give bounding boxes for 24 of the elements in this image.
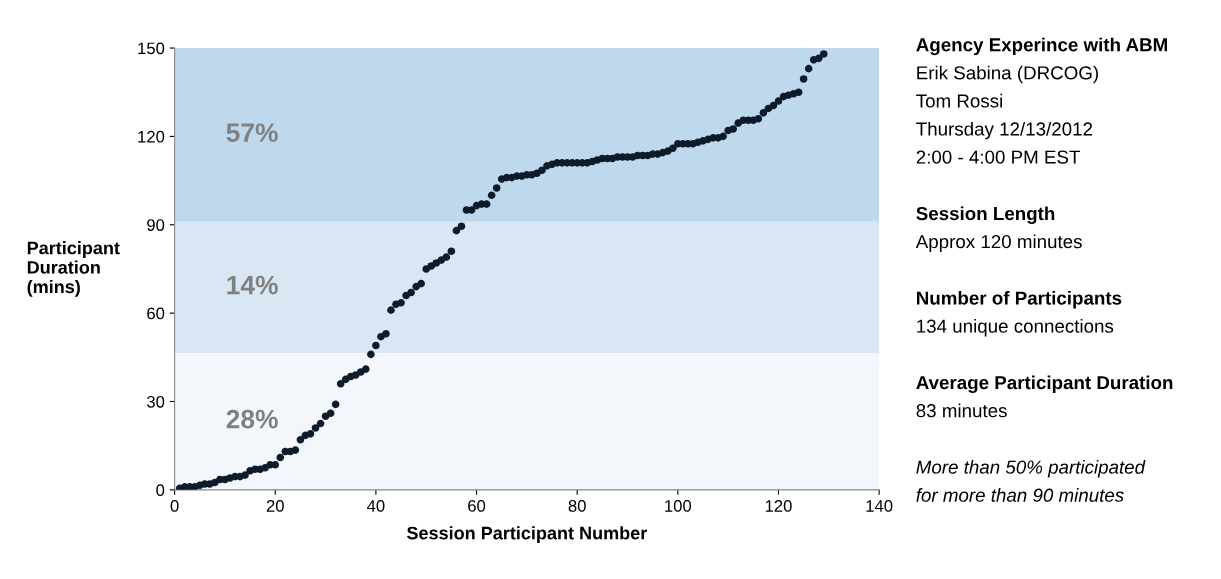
text: More than 50% participated for more than 90 minutes <box>916 460 1146 502</box>
x-tick-label: 0 <box>170 500 179 512</box>
x-axis-title: Session Participant Number <box>406 526 647 544</box>
y-tick-label: 30 <box>146 395 165 408</box>
x-tick-label: 40 <box>367 500 385 512</box>
text: Session Length Approx 120 minutes <box>915 206 1082 252</box>
x-tick-label: 100 <box>665 500 692 512</box>
y-tick-label: 120 <box>138 130 165 143</box>
y-axis-title: Participant Duration (mins) <box>27 241 120 297</box>
band-label: 28% <box>226 409 278 429</box>
x-tick-label: 140 <box>866 500 893 512</box>
text: Average Participant Duration 83 minutes <box>916 375 1173 418</box>
y-tick-label: 90 <box>147 219 165 231</box>
y-tick-label: 0 <box>156 484 165 497</box>
x-tick-label: 120 <box>765 500 792 512</box>
text: Agency Experince with ABM Erik Sabina (DRCOG) Tom Rossi Thursday 12/13/2012 2:00 - 4:00 PM EST <box>916 37 1167 164</box>
band-label: 57% <box>226 123 278 143</box>
y-tick-label: 60 <box>147 307 165 320</box>
y-tick-label: 150 <box>138 42 165 55</box>
x-tick-label: 80 <box>568 500 586 512</box>
text: Number of Participants 134 unique connections <box>917 290 1122 337</box>
x-tick-label: 60 <box>468 500 486 512</box>
x-tick-label: 20 <box>266 500 284 512</box>
band-label: 14% <box>227 275 278 295</box>
